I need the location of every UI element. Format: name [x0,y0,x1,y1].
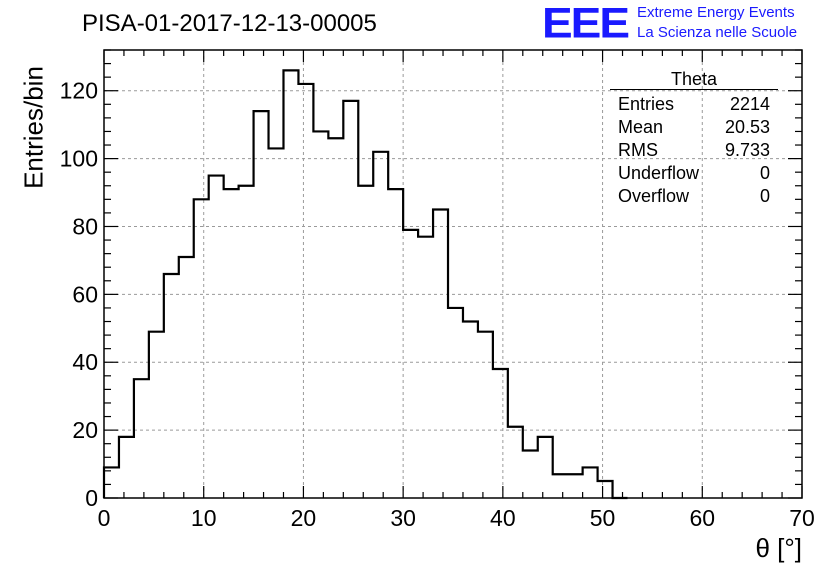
eee-logo-mark: EEE [542,0,630,47]
y-tick-label: 40 [72,349,98,375]
x-tick-label: 50 [590,505,616,531]
histogram-outline [102,69,628,500]
y-tick-label: 100 [60,146,98,172]
stats-label: Underflow [618,163,700,183]
stats-row-entries: Entries 2214 [610,93,778,116]
stats-value: 9.733 [724,140,770,160]
plot-title: PISA-01-2017-12-13-00005 [82,10,377,37]
logo-line-1: Extreme Energy Events [637,4,795,21]
x-tick-label: 70 [789,505,815,531]
x-tick-label: 20 [291,505,317,531]
grid-lines [104,50,802,498]
stats-row-rms: RMS 9.733 [610,139,778,162]
stats-label: Entries [618,94,675,114]
stats-row-underflow: Underflow 0 [610,162,778,185]
stats-label: RMS [618,140,658,160]
y-axis-label: Entries/bin [18,66,49,189]
x-tick-label: 40 [490,505,516,531]
stats-value: 20.53 [724,117,770,137]
y-tick-label: 120 [60,78,98,104]
stats-label: Mean [618,117,664,137]
x-tick-label: 30 [390,505,416,531]
tick-labels: 0 10 20 30 40 50 60 70 0 20 40 60 80 100 120 [60,78,815,531]
axes-frame [103,49,803,499]
y-tick-label: 0 [85,485,98,511]
x-tick-label: 10 [191,505,217,531]
stats-label: Overflow [618,186,690,206]
x-axis-label: θ [°] [755,533,802,563]
y-tick-label: 80 [72,213,98,239]
stats-row-mean: Mean 20.53 [610,116,778,139]
plot-frame [103,49,803,499]
x-tick-label: 60 [689,505,715,531]
stats-value: 0 [759,186,770,206]
x-tick-label: 0 [98,505,111,531]
axis-ticks [103,49,803,499]
y-tick-label: 60 [72,281,98,307]
y-tick-label: 20 [72,417,98,443]
histogram-bars [102,69,628,500]
stats-value: 0 [759,163,770,183]
stats-row-overflow: Overflow 0 [610,185,778,208]
stats-box: Theta Entries 2214 Mean 20.53 RMS 9.733 … [610,70,778,208]
logo-line-2: La Scienza nelle Scuole [637,24,798,41]
stats-title: Theta [670,69,718,89]
stats-value: 2214 [729,94,770,114]
stats-divider [610,89,778,90]
